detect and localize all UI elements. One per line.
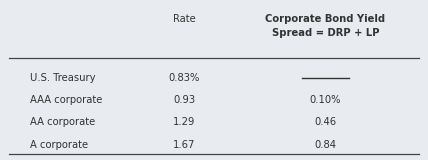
Text: 1.67: 1.67: [173, 140, 195, 150]
Text: 0.84: 0.84: [314, 140, 336, 150]
Text: 0.10%: 0.10%: [309, 95, 341, 105]
Text: 0.93: 0.93: [173, 95, 195, 105]
Text: AAA corporate: AAA corporate: [30, 95, 102, 105]
Text: Corporate Bond Yield
Spread = DRP + LP: Corporate Bond Yield Spread = DRP + LP: [265, 14, 385, 38]
Text: A corporate: A corporate: [30, 140, 88, 150]
Text: AA corporate: AA corporate: [30, 117, 95, 127]
Text: U.S. Treasury: U.S. Treasury: [30, 73, 95, 83]
Text: Rate: Rate: [172, 14, 196, 24]
Text: 0.46: 0.46: [314, 117, 336, 127]
Text: 0.83%: 0.83%: [168, 73, 200, 83]
Text: 1.29: 1.29: [173, 117, 195, 127]
